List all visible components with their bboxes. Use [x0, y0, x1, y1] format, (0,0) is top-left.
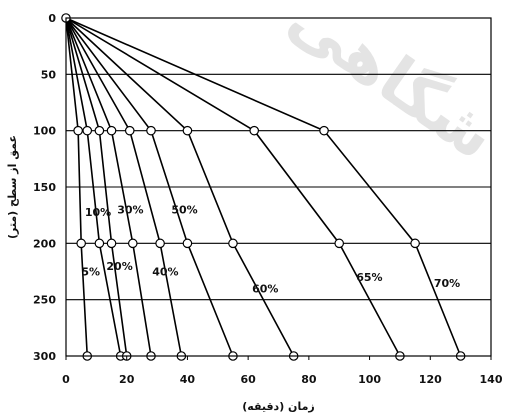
series-label-65pct: 65% — [356, 271, 382, 284]
tick-labels: 0 50 100 150 200 250 300 0 20 40 60 80 100 120 140 — [33, 12, 503, 386]
y-tick-label: 300 — [33, 350, 56, 363]
series-label-70pct: 70% — [434, 277, 460, 290]
data-point-70pct — [410, 238, 420, 249]
data-point-70pct — [319, 125, 329, 136]
series-line-65pct — [65, 17, 401, 357]
data-point-65pct — [334, 238, 345, 249]
watermark: شگاهی — [275, 0, 506, 175]
data-point-60pct — [182, 125, 193, 136]
y-axis-title: عمق از سطح (متر) — [6, 135, 19, 239]
x-tick-label: 140 — [480, 373, 503, 386]
series-label-30pct: 30% — [117, 204, 143, 217]
y-tick-label: 150 — [33, 181, 56, 194]
y-tick-label: 100 — [33, 125, 56, 138]
series-label-5pct: 5% — [81, 266, 100, 279]
series-line-40pct — [65, 17, 183, 357]
series-line-30pct — [65, 17, 152, 357]
series-lines — [65, 17, 462, 357]
data-point-40pct — [155, 238, 165, 249]
data-points — [61, 13, 466, 361]
data-point-20pct — [106, 238, 117, 249]
x-tick-label: 0 — [62, 373, 70, 386]
x-tick-label: 60 — [240, 373, 256, 386]
series-labels: 5% 10% 20% 30% 40% 50% 60% 65% 70% — [81, 204, 460, 296]
data-point-30pct — [127, 238, 138, 249]
x-axis-title: زمان (دقیقه) — [242, 400, 314, 413]
series-line-5pct — [65, 17, 89, 357]
series-label-50pct: 50% — [171, 204, 197, 217]
data-point-40pct — [124, 125, 135, 136]
series-line-60pct — [65, 17, 295, 357]
data-point-60pct — [228, 238, 238, 249]
x-tick-label: 20 — [119, 373, 135, 386]
data-point-5pct — [76, 238, 86, 249]
x-tick-label: 100 — [358, 373, 381, 386]
data-point-30pct — [106, 125, 117, 136]
y-tick-label: 200 — [33, 237, 56, 250]
data-point-5pct — [73, 125, 83, 136]
x-tick-label: 120 — [419, 373, 442, 386]
data-point-20pct — [94, 125, 105, 136]
x-tick-label: 80 — [301, 373, 317, 386]
data-point-65pct — [249, 125, 260, 136]
x-tick-label: 40 — [180, 373, 196, 386]
data-point-10pct — [94, 238, 105, 249]
data-point-50pct — [146, 125, 156, 136]
series-label-60pct: 60% — [252, 282, 278, 295]
series-line-70pct — [65, 17, 462, 357]
y-tick-label: 50 — [41, 68, 57, 81]
series-label-40pct: 40% — [152, 266, 178, 279]
y-tick-label: 250 — [33, 294, 56, 307]
series-label-10pct: 10% — [85, 206, 111, 219]
data-point-10pct — [82, 125, 93, 136]
y-tick-label: 0 — [48, 12, 56, 25]
plot-frame — [65, 17, 492, 357]
series-line-20pct — [65, 17, 128, 357]
series-line-50pct — [65, 17, 234, 357]
series-label-20pct: 20% — [106, 260, 132, 273]
data-point-50pct — [182, 238, 193, 249]
series-line-10pct — [65, 17, 122, 357]
